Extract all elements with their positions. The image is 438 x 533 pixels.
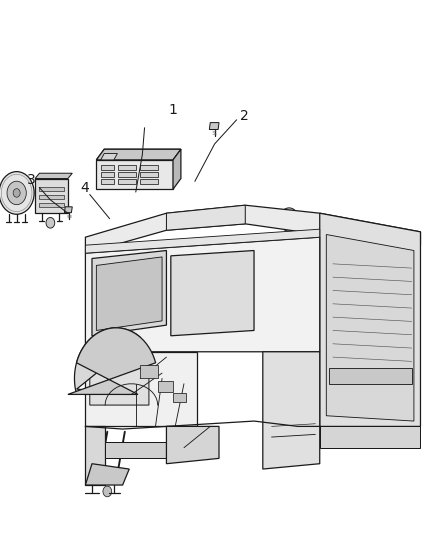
Polygon shape: [85, 205, 420, 253]
Polygon shape: [35, 173, 72, 179]
Polygon shape: [101, 154, 117, 160]
Polygon shape: [166, 426, 219, 464]
Polygon shape: [96, 160, 173, 189]
Polygon shape: [35, 179, 68, 213]
Circle shape: [0, 172, 34, 214]
Polygon shape: [101, 179, 114, 184]
Circle shape: [279, 208, 299, 231]
Polygon shape: [140, 365, 158, 378]
Polygon shape: [90, 357, 149, 405]
Polygon shape: [39, 187, 64, 191]
Polygon shape: [96, 149, 181, 160]
Circle shape: [284, 213, 294, 226]
Polygon shape: [209, 123, 219, 130]
Polygon shape: [39, 195, 64, 199]
Polygon shape: [74, 328, 141, 394]
Polygon shape: [105, 442, 166, 458]
Polygon shape: [39, 203, 64, 207]
Polygon shape: [85, 229, 320, 253]
Polygon shape: [320, 426, 420, 448]
Polygon shape: [101, 165, 114, 170]
Polygon shape: [85, 464, 129, 485]
Polygon shape: [96, 257, 162, 330]
Polygon shape: [92, 251, 166, 336]
Polygon shape: [118, 179, 136, 184]
Text: 1: 1: [169, 103, 177, 117]
Polygon shape: [140, 165, 158, 170]
Circle shape: [46, 217, 55, 228]
Polygon shape: [118, 172, 136, 177]
Polygon shape: [263, 352, 320, 469]
Text: 2: 2: [240, 109, 249, 123]
Text: 4: 4: [80, 181, 89, 195]
Polygon shape: [326, 235, 414, 421]
Polygon shape: [320, 213, 420, 426]
Polygon shape: [96, 149, 181, 160]
Polygon shape: [173, 393, 186, 402]
Polygon shape: [328, 368, 412, 384]
Polygon shape: [118, 165, 136, 170]
Circle shape: [13, 189, 20, 197]
Polygon shape: [173, 149, 181, 189]
Polygon shape: [85, 352, 197, 426]
Polygon shape: [171, 251, 254, 336]
Polygon shape: [64, 207, 72, 213]
Polygon shape: [101, 172, 114, 177]
Circle shape: [307, 218, 314, 227]
Polygon shape: [85, 426, 105, 485]
Polygon shape: [166, 205, 245, 230]
Polygon shape: [140, 172, 158, 177]
Polygon shape: [68, 328, 155, 394]
Circle shape: [103, 486, 112, 497]
Circle shape: [305, 215, 317, 230]
Polygon shape: [140, 179, 158, 184]
Polygon shape: [158, 381, 173, 392]
Circle shape: [7, 181, 26, 205]
Polygon shape: [85, 237, 320, 352]
Text: 3: 3: [27, 173, 36, 187]
